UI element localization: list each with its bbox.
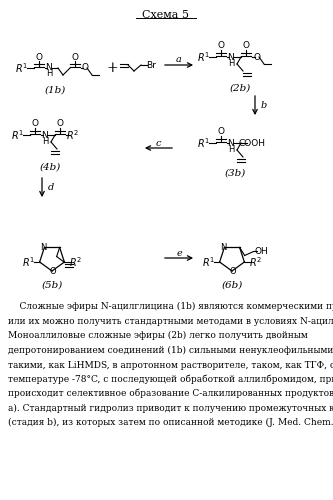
Text: $\mathit{R}^1$: $\mathit{R}^1$: [22, 255, 35, 269]
Text: депротонированием соединений (1b) сильными ненуклеофильными основаниями,: депротонированием соединений (1b) сильны…: [8, 346, 333, 354]
Text: O: O: [32, 120, 39, 128]
Text: $\mathit{R}^1$: $\mathit{R}^1$: [197, 136, 210, 150]
Text: а). Стандартный гидролиз приводит к получению промежуточных кислот (3b): а). Стандартный гидролиз приводит к полу…: [8, 404, 333, 412]
Text: O: O: [217, 42, 224, 50]
Text: COOH: COOH: [238, 138, 265, 147]
Text: H: H: [228, 58, 234, 68]
Text: b: b: [261, 101, 267, 110]
Text: $\mathit{R}^2$: $\mathit{R}^2$: [69, 255, 82, 269]
Text: OH: OH: [255, 247, 268, 256]
Text: $\mathit{R}^1$: $\mathit{R}^1$: [11, 128, 25, 142]
Text: N: N: [228, 138, 234, 147]
Text: O: O: [50, 268, 56, 276]
Text: (1b): (1b): [44, 86, 66, 94]
Text: Br: Br: [146, 60, 156, 70]
Text: $\mathit{R}^2$: $\mathit{R}^2$: [67, 128, 80, 142]
Text: (5b): (5b): [41, 280, 63, 289]
Text: Схема 5: Схема 5: [143, 10, 189, 20]
Text: O: O: [217, 128, 224, 136]
Text: температуре -78°C, с последующей обработкой аллилбромидом, при этом: температуре -78°C, с последующей обработ…: [8, 374, 333, 384]
Text: O: O: [230, 268, 236, 276]
Text: O: O: [36, 52, 43, 62]
Text: H: H: [228, 146, 234, 154]
Text: +: +: [106, 61, 118, 75]
Text: e: e: [176, 248, 182, 258]
Text: O: O: [82, 64, 89, 72]
Text: O: O: [72, 52, 79, 62]
Text: (3b): (3b): [224, 168, 246, 177]
Text: $\mathit{R}^1$: $\mathit{R}^1$: [15, 61, 29, 75]
Text: $\mathit{R}^1$: $\mathit{R}^1$: [202, 255, 215, 269]
Text: c: c: [156, 138, 161, 147]
Text: O: O: [253, 52, 260, 62]
Text: N: N: [40, 243, 47, 252]
Text: $\mathit{R}^2$: $\mathit{R}^2$: [249, 255, 262, 269]
Text: (стадия b), из которых затем по описанной методике (J. Med. Chem., 39, 3897: (стадия b), из которых затем по описанно…: [8, 418, 333, 427]
Text: d: d: [48, 183, 54, 192]
Text: $\mathit{R}^1$: $\mathit{R}^1$: [197, 50, 210, 64]
Text: такими, как LiHMDS, в апротонном растворителе, таком, как ТГФ, обычно при: такими, как LiHMDS, в апротонном раствор…: [8, 360, 333, 370]
Text: N: N: [46, 64, 52, 72]
Text: a: a: [176, 56, 182, 64]
Text: (6b): (6b): [221, 280, 243, 289]
Text: O: O: [57, 120, 64, 128]
Text: Моноаллиловые сложные эфиры (2b) легко получить двойным: Моноаллиловые сложные эфиры (2b) легко п…: [8, 331, 308, 340]
Text: N: N: [220, 243, 226, 252]
Text: или их можно получить стандартными методами в условиях N-ацилирования.: или их можно получить стандартными метод…: [8, 316, 333, 326]
Text: H: H: [42, 138, 48, 146]
Text: Сложные эфиры N-ацилглицина (1b) являются коммерческими препаратами: Сложные эфиры N-ацилглицина (1b) являютс…: [8, 302, 333, 311]
Text: O: O: [242, 42, 249, 50]
Text: H: H: [46, 70, 52, 78]
Text: N: N: [42, 130, 48, 140]
Text: (2b): (2b): [229, 84, 251, 92]
Text: (4b): (4b): [39, 162, 61, 172]
Text: происходит селективное образование С-алкилированных продуктов (2b) (стадия: происходит селективное образование С-алк…: [8, 389, 333, 398]
Text: N: N: [228, 52, 234, 62]
